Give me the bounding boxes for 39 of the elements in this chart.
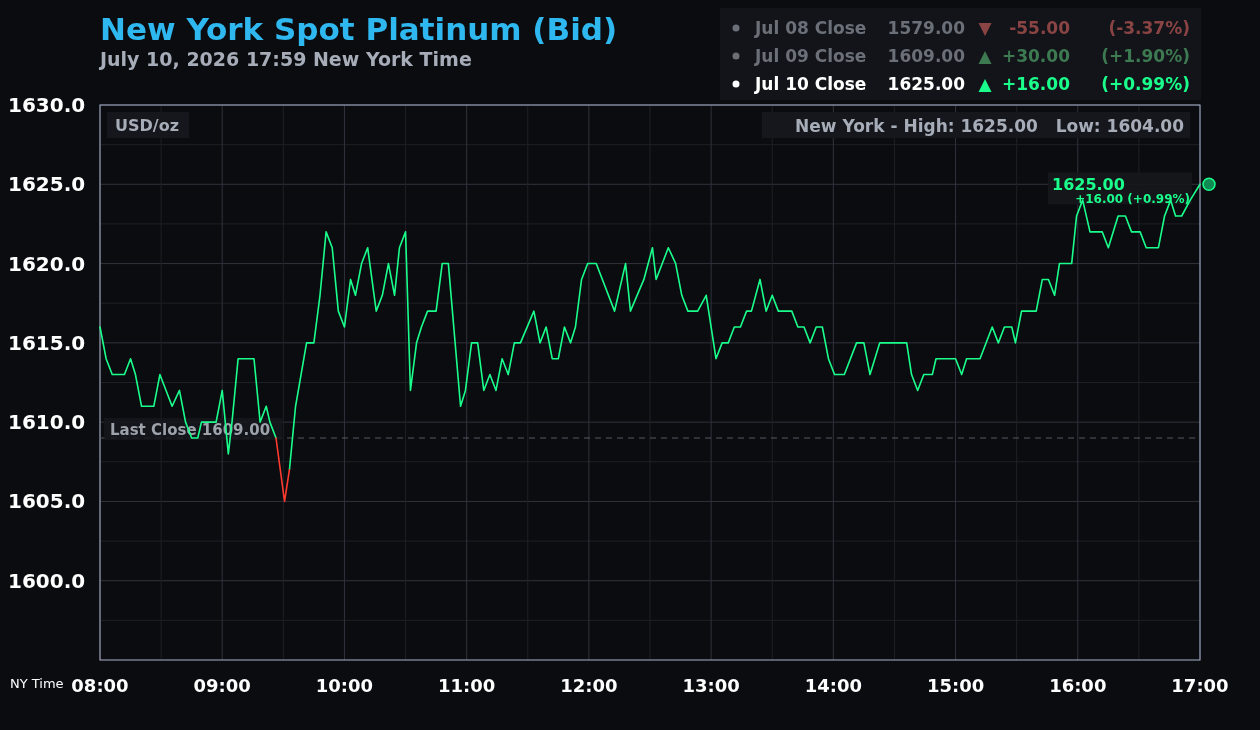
text: ▲: [978, 46, 993, 66]
annotation: 1625.00: [1052, 175, 1125, 195]
text: -55.00: [1009, 18, 1071, 38]
annotation: New York - High: 1625.00 Low: 1604.00: [795, 116, 1185, 136]
annotation: +16.00 (+0.99%): [1075, 192, 1190, 207]
chart-subtitle: July 10, 2026 17:59 New York Time: [98, 48, 472, 70]
y-axis-title: USD/oz: [115, 116, 179, 135]
x-tick-label: 11:00: [438, 675, 496, 696]
text: Jul 10 Close: [754, 74, 867, 94]
y-tick-label: 1600.0: [8, 568, 86, 593]
x-tick-label: 10:00: [315, 675, 374, 696]
text: 1579.00: [887, 18, 966, 38]
text: Jul 08 Close: [754, 18, 867, 38]
text: 1625.00: [887, 74, 966, 94]
x-tick-label: 09:00: [193, 675, 251, 696]
text: (+1.90%): [1101, 46, 1190, 66]
x-tick-label: 14:00: [804, 675, 862, 696]
x-tick-label: 08:00: [71, 675, 129, 696]
text: Jul 09 Close: [754, 46, 867, 66]
y-tick-label: 1615.0: [8, 330, 86, 355]
text: +30.00: [1001, 46, 1071, 66]
text: ▼: [978, 18, 993, 38]
text: (+0.99%): [1101, 74, 1190, 94]
y-tick-label: 1625.0: [8, 172, 86, 197]
text: ▲: [978, 74, 993, 94]
text: 1609.00: [887, 46, 966, 66]
x-tick-label: 15:00: [926, 675, 985, 696]
x-tick-label: 16:00: [1049, 675, 1107, 696]
x-tick-label: 12:00: [560, 675, 618, 696]
y-tick-label: 1610.0: [8, 410, 86, 435]
y-tick-label: 1620.0: [8, 251, 86, 276]
y-tick-label: 1630.0: [8, 93, 86, 117]
y-tick-label: 1605.0: [8, 489, 86, 514]
x-axis-title: NY Time: [10, 676, 64, 691]
text: +16.00: [1001, 74, 1071, 94]
x-tick-label: 13:00: [682, 675, 740, 696]
text: (-3.37%): [1108, 18, 1190, 38]
x-tick-label: 17:00: [1171, 675, 1229, 696]
chart-title: New York Spot Platinum (Bid): [100, 11, 618, 47]
